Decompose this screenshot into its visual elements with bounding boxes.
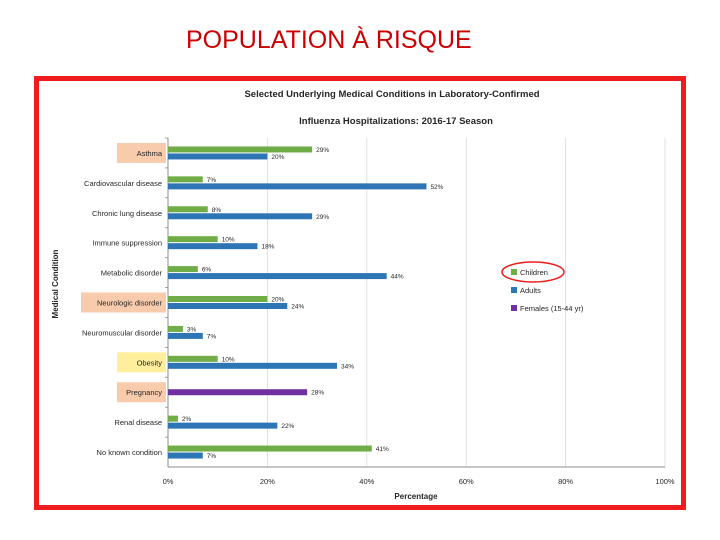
bar-children	[168, 355, 218, 362]
x-tick-label: 20%	[260, 477, 275, 486]
bar-children	[168, 206, 208, 213]
data-label-children: 20%	[271, 297, 284, 304]
bar-children	[168, 176, 203, 183]
legend-label: Females (15-44 yr)	[520, 304, 584, 313]
category-label: Neurologic disorder	[97, 299, 163, 308]
category-label: Renal disease	[114, 418, 162, 427]
bar-children	[168, 325, 183, 332]
category-label: Obesity	[137, 358, 163, 367]
data-label-females: 28%	[311, 390, 324, 397]
chart-subtitle: Influenza Hospitalizations: 2016-17 Seas…	[299, 116, 493, 127]
legend-label: Children	[520, 268, 548, 277]
x-tick-label: 0%	[163, 477, 174, 486]
category-label: Metabolic disorder	[101, 269, 163, 278]
bar-females	[168, 389, 308, 396]
data-label-adults: 44%	[391, 274, 404, 281]
data-label-adults: 24%	[291, 304, 304, 311]
bar-adults	[168, 452, 203, 459]
data-label-adults: 29%	[316, 214, 329, 221]
category-highlight	[117, 382, 166, 403]
data-label-children: 7%	[207, 177, 217, 184]
category-label: Immune suppression	[92, 239, 162, 248]
data-label-adults: 7%	[207, 453, 217, 460]
y-axis-title: Medical Condition	[51, 249, 60, 318]
bar-adults	[168, 153, 268, 160]
data-label-adults: 20%	[271, 154, 284, 161]
data-label-adults: 52%	[430, 184, 443, 191]
legend-label: Adults	[520, 286, 541, 295]
category-highlight	[117, 352, 166, 373]
x-axis-title: Percentage	[394, 492, 438, 501]
bar-children	[168, 296, 268, 302]
data-label-adults: 22%	[281, 423, 294, 430]
data-label-adults: 34%	[341, 363, 354, 370]
category-label: No known condition	[97, 448, 162, 457]
bar-adults	[168, 183, 427, 190]
legend: Children Adults Females (15-44 yr)	[501, 261, 584, 313]
bar-adults	[168, 303, 288, 309]
bar-children	[168, 266, 198, 273]
bar-adults	[168, 332, 203, 339]
data-label-adults: 18%	[261, 244, 274, 251]
bar-adults	[168, 273, 387, 280]
category-label: Cardiovascular disease	[84, 179, 162, 188]
x-tick-label: 100%	[655, 477, 675, 486]
bar-children	[168, 146, 313, 153]
bar-adults	[168, 243, 258, 250]
category-label: Chronic lung disease	[92, 209, 162, 218]
legend-highlight-circle	[501, 261, 565, 283]
data-label-children: 10%	[222, 237, 235, 244]
legend-swatch	[511, 287, 517, 293]
data-label-children: 41%	[376, 446, 389, 453]
legend-swatch	[511, 269, 517, 275]
data-label-children: 6%	[202, 267, 212, 274]
data-label-adults: 7%	[207, 333, 217, 340]
chart-title: Selected Underlying Medical Conditions i…	[244, 89, 539, 100]
data-label-children: 2%	[182, 416, 192, 423]
category-highlight	[81, 292, 166, 313]
category-label: Asthma	[137, 149, 163, 158]
category-label: Pregnancy	[126, 388, 162, 397]
data-label-children: 3%	[187, 326, 197, 333]
bar-adults	[168, 422, 278, 429]
category-label: Neuromuscular disorder	[82, 328, 163, 337]
bar-children	[168, 415, 178, 422]
x-tick-label: 60%	[459, 477, 474, 486]
x-tick-label: 80%	[558, 477, 573, 486]
bar-children	[168, 445, 372, 452]
bar-adults	[168, 213, 313, 220]
slide-title: POPULATION À RISQUE	[186, 26, 472, 54]
x-tick-label: 40%	[359, 477, 374, 486]
category-highlight	[117, 142, 166, 163]
bar-adults	[168, 362, 337, 369]
legend-swatch	[511, 305, 517, 311]
bar-children	[168, 236, 218, 243]
plot-area: 0% 20% 40% 60% 80% 100% Asthma Cardiovascular d…	[81, 137, 675, 486]
data-label-children: 8%	[212, 207, 222, 214]
data-label-children: 10%	[222, 356, 235, 363]
data-label-children: 29%	[316, 147, 329, 154]
